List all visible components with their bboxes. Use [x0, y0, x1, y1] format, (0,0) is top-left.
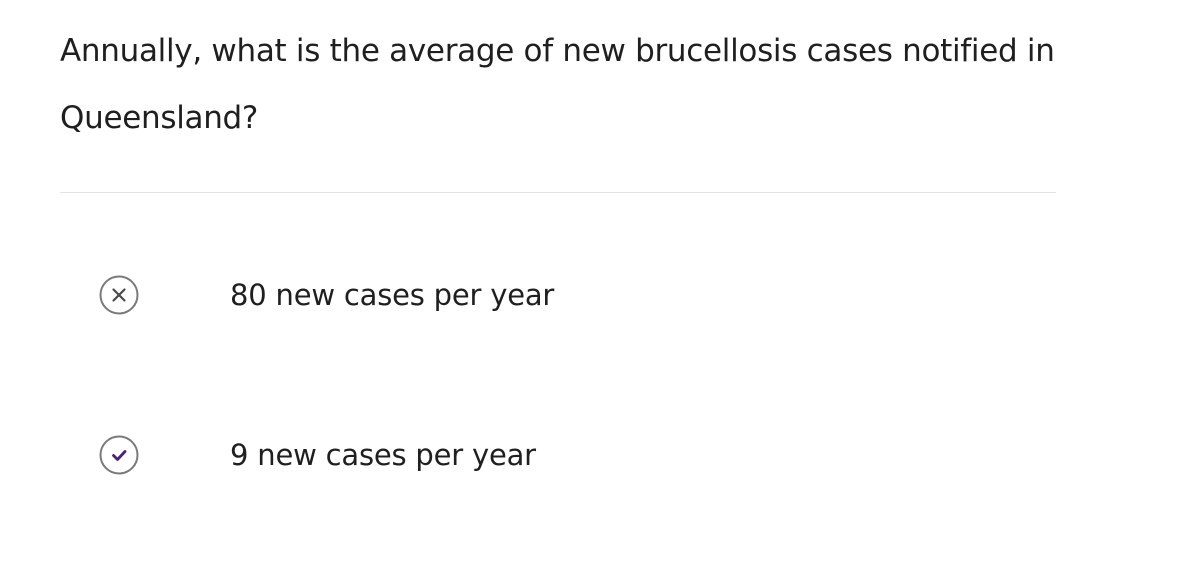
- answer-option-label: 9 new cases per year: [230, 438, 536, 472]
- answer-option-incorrect[interactable]: 80 new cases per year: [60, 264, 1056, 324]
- x-circle-icon: [99, 275, 139, 315]
- quiz-question-panel: Annually, what is the average of new bru…: [60, 0, 1056, 578]
- answer-option-correct[interactable]: 9 new cases per year: [60, 424, 1056, 484]
- check-circle-icon: [99, 435, 139, 475]
- answer-option-label: 80 new cases per year: [230, 278, 555, 312]
- question-text: Annually, what is the average of new bru…: [60, 33, 1055, 136]
- question-divider: [60, 192, 1056, 193]
